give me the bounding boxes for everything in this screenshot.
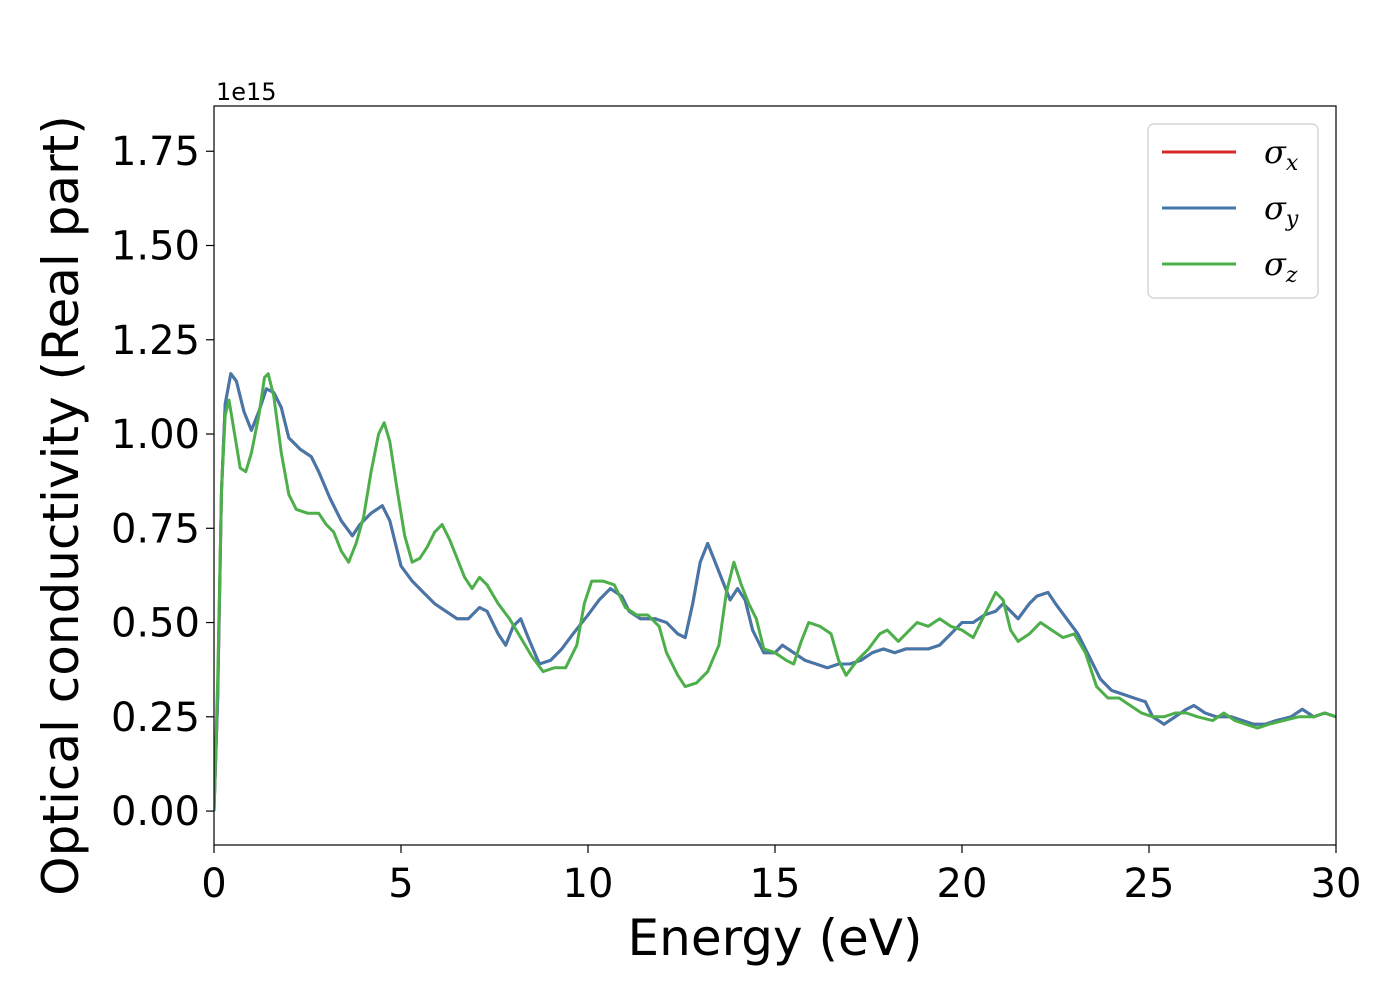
x-tick-label: 25 xyxy=(1124,861,1175,907)
legend-label-sigma-x: σx xyxy=(1264,133,1299,176)
legend-label-sigma-y: σy xyxy=(1264,189,1299,232)
y-tick-label: 1.50 xyxy=(111,224,200,270)
y-tick-label: 0.50 xyxy=(111,601,200,647)
x-tick-label: 0 xyxy=(201,861,226,907)
x-tick-label: 5 xyxy=(388,861,413,907)
y-tick-label: 1.75 xyxy=(111,129,200,175)
y-tick-label: 1.00 xyxy=(111,412,200,458)
x-tick-label: 15 xyxy=(750,861,801,907)
x-tick-label: 20 xyxy=(937,861,988,907)
y-axis-label: Optical conductivity (Real part) xyxy=(32,115,90,896)
series-line-sigma-z xyxy=(214,372,1336,812)
x-axis-label: Energy (eV) xyxy=(628,909,923,967)
legend-frame xyxy=(1147,123,1319,299)
x-tick-label: 30 xyxy=(1311,861,1362,907)
y-tick-label: 0.00 xyxy=(111,789,200,835)
y-tick-label: 1.25 xyxy=(111,318,200,364)
x-axis-ticks: 0 5 10 15 20 25 30 xyxy=(201,845,1361,907)
series-layer xyxy=(214,372,1336,812)
x-tick-label: 10 xyxy=(563,861,614,907)
series-line-sigma-y xyxy=(214,372,1336,812)
y-tick-label: 0.75 xyxy=(111,506,200,552)
y-offset-label: 1e15 xyxy=(216,78,277,106)
y-tick-label: 0.25 xyxy=(111,695,200,741)
series-line-sigma-x xyxy=(214,372,1336,812)
y-axis-ticks: 0.00 0.25 0.50 0.75 1.00 1.25 1.50 1.75 xyxy=(111,129,214,835)
